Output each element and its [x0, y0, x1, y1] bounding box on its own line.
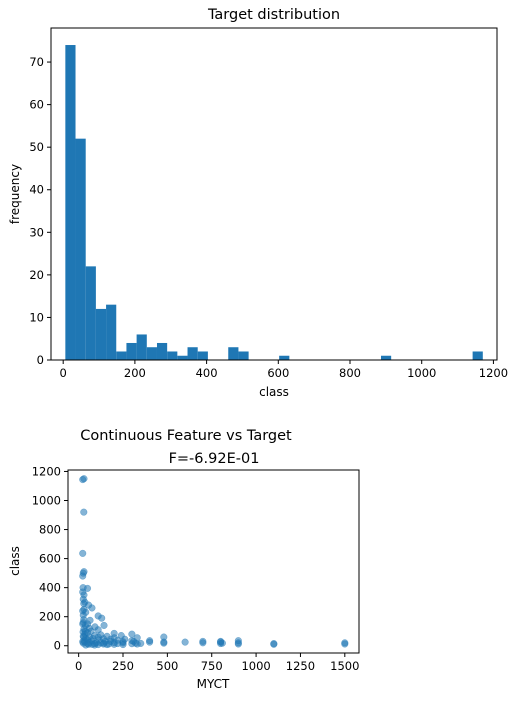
scatter-x-tick-label: 0: [75, 659, 82, 673]
histogram-y-tick-label: 60: [29, 98, 44, 112]
histogram-bar: [126, 342, 137, 360]
scatter-point: [88, 604, 96, 612]
histogram-y-tick-label: 0: [37, 353, 44, 367]
scatter-y-tick-label: 0: [54, 639, 61, 653]
scatter-point: [79, 549, 87, 557]
scatter-point: [119, 641, 127, 649]
histogram-bar: [136, 334, 147, 360]
histogram-bar: [279, 355, 290, 360]
scatter-point: [80, 508, 88, 516]
scatter-point: [181, 638, 189, 646]
scatter-point: [133, 640, 141, 648]
scatter-y-tick-label: 1200: [32, 464, 61, 478]
scatter-point: [270, 640, 278, 648]
histogram-x-tick-label: 0: [60, 366, 67, 380]
scatter-y-tick-label: 1000: [32, 494, 61, 508]
scatter-title: F=-6.92E-01: [169, 451, 260, 467]
histogram-bar: [75, 138, 86, 360]
histogram-x-tick-label: 1000: [407, 366, 436, 380]
scatter-y-ticks: 0 200 400 600 800 1000 1200: [32, 464, 68, 653]
histogram-bar: [197, 351, 208, 360]
histogram-bar: [380, 355, 392, 360]
histogram-bar: [187, 347, 198, 360]
histogram-bar: [167, 351, 178, 360]
scatter-point: [146, 638, 154, 646]
scatter-point: [160, 639, 168, 647]
scatter-point: [80, 633, 88, 641]
histogram-bar: [85, 266, 96, 360]
histogram-axes-frame: [50, 27, 498, 361]
scatter-point: [79, 572, 87, 580]
scatter-point: [234, 640, 242, 648]
histogram-y-tick-label: 40: [29, 183, 44, 197]
scatter-x-axis-label: MYCT: [197, 677, 230, 691]
scatter-x-tick-label: 1500: [330, 659, 359, 673]
scatter-x-ticks: 0 250 500 750 1000 1250 1500: [75, 653, 359, 673]
scatter-y-tick-label: 800: [39, 523, 61, 537]
histogram-bar: [65, 45, 76, 361]
histogram-bar: [106, 304, 117, 360]
scatter-point: [341, 640, 349, 648]
scatter-x-tick-label: 1000: [241, 659, 270, 673]
scatter-point: [103, 641, 111, 649]
scatter-point: [100, 621, 108, 629]
histogram-bar: [156, 342, 168, 360]
scatter-points: [79, 475, 349, 649]
histogram-title: Target distribution: [207, 7, 340, 23]
scatter-point: [80, 475, 88, 483]
scatter-axes-frame: [67, 469, 360, 654]
histogram-y-axis-label: frequency: [8, 164, 22, 224]
histogram-bar: [116, 351, 127, 360]
histogram-bar: [228, 347, 239, 360]
histogram-bar: [146, 347, 157, 360]
scatter-y-tick-label: 400: [39, 581, 61, 595]
histogram-x-tick-label: 1200: [479, 366, 508, 380]
scatter-y-axis-label: class: [8, 546, 22, 576]
scatter-point: [79, 611, 87, 619]
scatter-y-tick-label: 200: [39, 610, 61, 624]
histogram-x-tick-label: 600: [267, 366, 289, 380]
histogram-y-ticks: 0 10 20 30 40 50 60 70: [29, 55, 51, 367]
histogram-x-ticks: 0 200 400 600 800 1000 1200: [60, 360, 508, 380]
scatter-x-tick-label: 1250: [286, 659, 315, 673]
scatter-point: [98, 614, 106, 622]
histogram-x-tick-label: 400: [196, 366, 218, 380]
histogram-bars: [65, 45, 483, 361]
scatter-chart: Continuous Feature vs Target F=-6.92E-01…: [8, 428, 360, 691]
histogram-bar: [238, 351, 249, 360]
histogram-bar: [472, 351, 483, 360]
scatter-point: [199, 639, 207, 647]
scatter-point: [79, 620, 87, 628]
histogram-bar: [95, 308, 107, 360]
histogram-x-axis-label: class: [259, 385, 289, 399]
histogram-y-tick-label: 10: [29, 310, 44, 324]
scatter-point: [83, 584, 92, 592]
histogram-y-tick-label: 20: [29, 268, 44, 282]
histogram-y-tick-label: 50: [29, 140, 44, 154]
scatter-y-tick-label: 600: [39, 552, 61, 566]
scatter-point: [81, 627, 89, 635]
scatter-x-tick-label: 500: [156, 659, 178, 673]
scatter-x-tick-label: 750: [201, 659, 223, 673]
histogram-chart: 0 200 400 600 800 1000 1200 0 10 20 30 40 50 60 70 Ta…: [8, 7, 508, 399]
scatter-point: [110, 640, 118, 648]
scatter-point: [91, 641, 99, 649]
scatter-x-tick-label: 250: [112, 659, 134, 673]
histogram-x-tick-label: 800: [339, 366, 361, 380]
scatter-point: [217, 640, 225, 648]
histogram-y-tick-label: 70: [29, 55, 44, 69]
histogram-y-tick-label: 30: [29, 225, 44, 239]
scatter-suptitle: Continuous Feature vs Target: [80, 428, 292, 444]
histogram-x-tick-label: 200: [124, 366, 146, 380]
histogram-bar: [177, 355, 188, 360]
